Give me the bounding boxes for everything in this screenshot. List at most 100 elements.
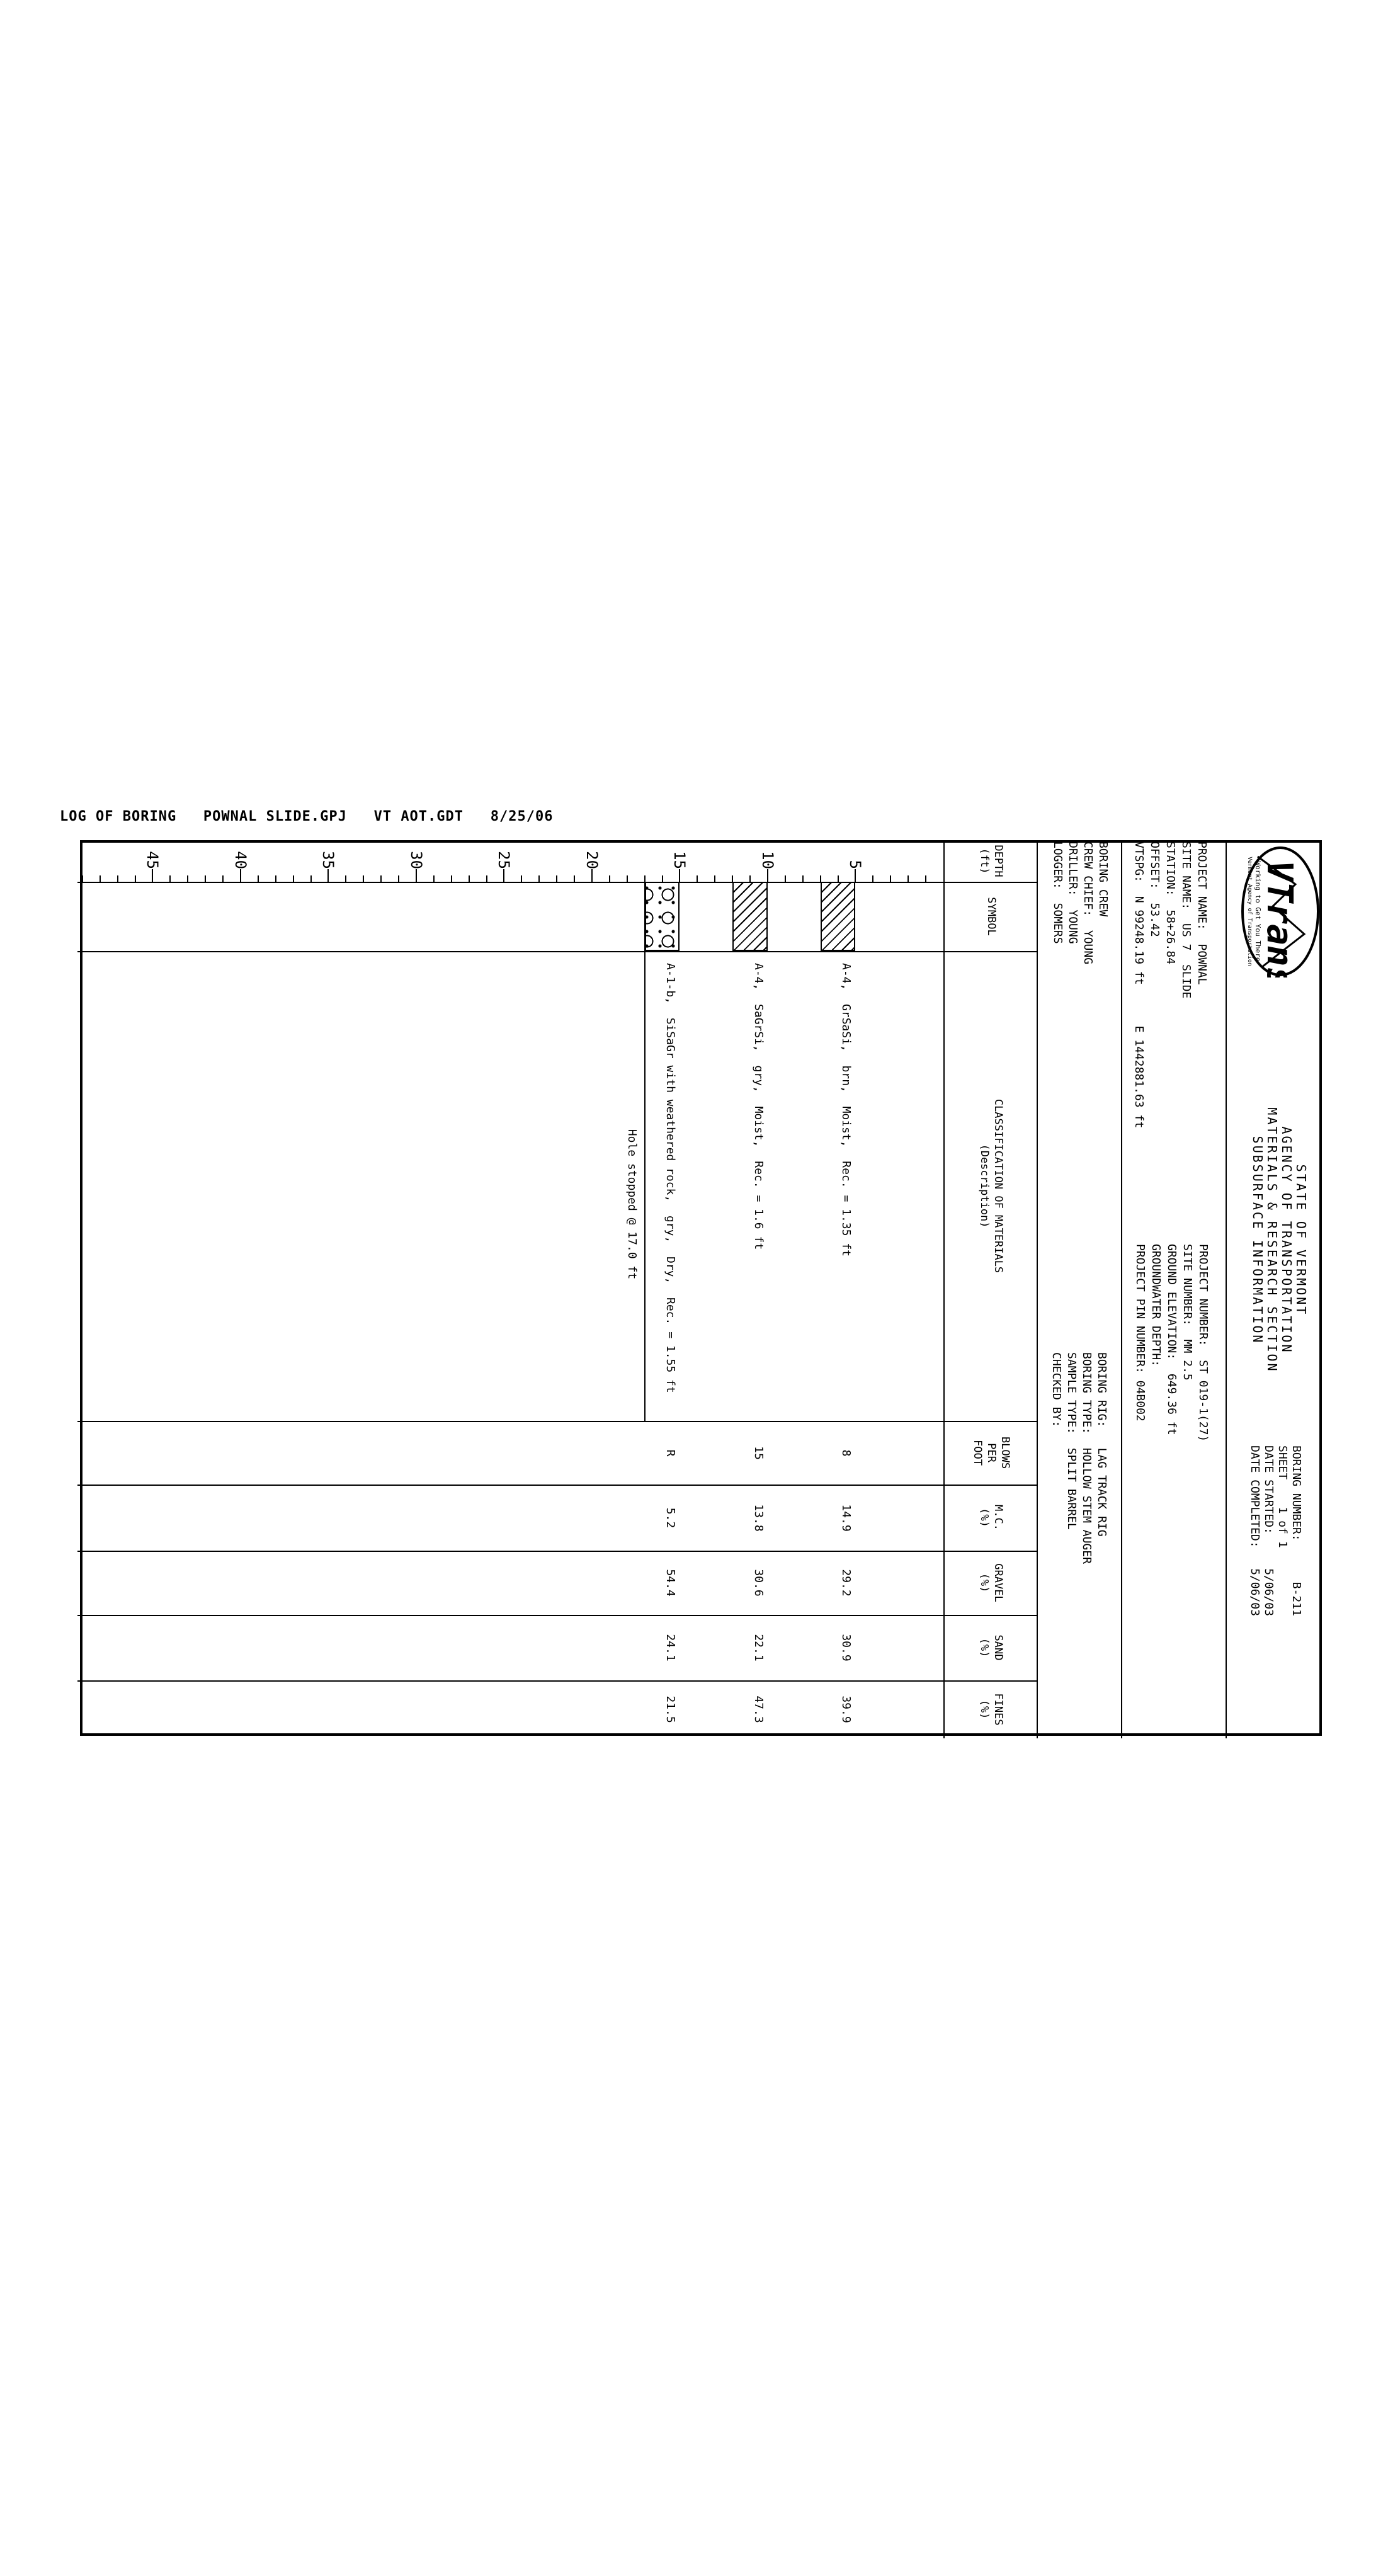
rig-line: SAMPLE TYPE: SPLIT BARREL (1065, 1352, 1078, 1530)
depth-label: 40 (232, 851, 249, 869)
value-gravel-sample-1: 29.2 (839, 1569, 853, 1597)
depth-label: 20 (583, 851, 601, 869)
depth-minor-tick (169, 875, 171, 882)
depth-minor-tick (205, 875, 206, 882)
sand-fines-divider (77, 1680, 1038, 1682)
depth-label: 30 (407, 851, 425, 869)
depth-minor-tick (310, 875, 312, 882)
depth-minor-tick (293, 875, 294, 882)
column-header-text: (ft) (978, 848, 991, 874)
depth-minor-tick (697, 875, 698, 882)
boring-log-sheet-rotated: VTrans Working to Get You There Vermont … (57, 833, 1331, 1745)
project-info-block: PROJECT NAME: POWNAL SITE NAME: US 7 SLID… (1131, 841, 1210, 1128)
value-blows-sample-3: R (664, 1449, 677, 1457)
agency-title-block: STATE OF VERMONT AGENCY OF TRANSPORTATION… (1250, 1107, 1309, 1374)
depth-minor-tick (925, 875, 926, 882)
column-header-text: CLASSIFICATION OF MATERIALS (992, 1098, 1004, 1274)
value-mc-sample-2: 13.8 (752, 1504, 765, 1532)
logo-wordmark: VTrans (1259, 860, 1300, 977)
mc-gravel-divider (77, 1551, 1038, 1552)
column-header-sand: SAND (%) (977, 1615, 1005, 1680)
depth-label: 45 (144, 851, 161, 869)
depth-minor-tick (82, 875, 83, 882)
project-info-line: OFFSET: 53.42 (1148, 841, 1161, 937)
depth-minor-tick (820, 875, 821, 882)
sample-description-1: A-4, GrSaSi, brn, Moist, Rec. = 1.35 ft (839, 963, 853, 1257)
sample-description-2: A-4, SaGrSi, gry, Moist, Rec. = 1.6 ft (752, 963, 765, 1250)
value-fines-sample-1: 39.9 (839, 1695, 853, 1723)
logo-tagline: Working to Get You There (1254, 862, 1262, 962)
depth-major-tick (416, 869, 417, 882)
depth-symbol-divider (77, 882, 1038, 883)
depth-label: 35 (319, 851, 337, 869)
column-header-text: FOOT (971, 1440, 984, 1466)
depth-label: 25 (495, 851, 513, 869)
title-divider-2 (1121, 840, 1122, 1738)
depth-minor-tick (574, 875, 575, 882)
agency-line: SUBSURFACE INFORMATION (1250, 1136, 1265, 1345)
depth-minor-tick (556, 875, 557, 882)
column-header-text: GRAVEL (992, 1563, 1004, 1602)
depth-minor-tick (117, 875, 118, 882)
depth-minor-tick (644, 875, 646, 882)
boring-crew-block: BORING CREW CREW CHIEF: YOUNG DRILLER: YOU… (1050, 841, 1110, 964)
depth-minor-tick (785, 875, 786, 882)
depth-minor-tick (907, 875, 909, 882)
crew-line: LOGGER: SOMERS (1051, 841, 1064, 944)
column-header-text: PER (985, 1443, 998, 1462)
column-header-text: (%) (978, 1508, 991, 1527)
hole-stop-line (644, 882, 646, 1421)
logo-oval (1241, 846, 1319, 976)
column-header-text: (%) (978, 1638, 991, 1658)
crew-line: CREW CHIEF: YOUNG (1081, 841, 1095, 965)
column-header-text: DEPTH (992, 845, 1004, 877)
project-number-line: GROUND ELEVATION: 649.36 ft (1165, 1244, 1178, 1435)
column-header-depth: DEPTH (ft) (977, 840, 1005, 882)
column-header-fines: FINES (%) (977, 1680, 1005, 1738)
project-number-block: PROJECT NUMBER: ST 019-1(27) SITE NUMBER:… (1132, 1244, 1211, 1442)
column-header-classification: CLASSIFICATION OF MATERIALS (Description) (977, 951, 1005, 1421)
project-number-line: SITE NUMBER: MM 2.5 (1181, 1244, 1194, 1381)
project-info-line: STATION: 58+26.84 (1164, 841, 1177, 965)
crew-line: DRILLER: YOUNG (1066, 841, 1079, 944)
value-mc-sample-3: 5.2 (664, 1507, 677, 1529)
boring-number-block: BORING NUMBER: B-211 SHEET 1 of 1 DATE STA… (1248, 1445, 1303, 1616)
column-header-text: (%) (978, 1699, 991, 1719)
project-number-line: PROJECT NUMBER: ST 019-1(27) (1197, 1244, 1210, 1442)
boring-log-sheet: VTrans Working to Get You There Vermont … (57, 833, 1331, 1745)
depth-major-tick (855, 869, 856, 882)
depth-minor-tick (714, 875, 715, 882)
depth-minor-tick (627, 875, 628, 882)
depth-major-tick (152, 869, 153, 882)
column-header-text: FINES (992, 1693, 1004, 1726)
depth-minor-tick (469, 875, 470, 882)
sample-symbol-2 (732, 882, 768, 951)
boring-number-line: BORING NUMBER: B-211 (1290, 1445, 1303, 1616)
value-gravel-sample-3: 54.4 (664, 1569, 677, 1597)
depth-minor-tick (275, 875, 276, 882)
symbol-class-divider (77, 951, 1038, 952)
logo-subline: Vermont Agency of Transportation (1246, 857, 1253, 966)
depth-minor-tick (222, 875, 224, 882)
boring-number-line: DATE COMPLETED: 5/06/03 (1248, 1445, 1261, 1616)
depth-major-tick (240, 869, 241, 882)
depth-label: 5 (846, 860, 864, 869)
column-header-blows: BLOWS PER FOOT (970, 1421, 1012, 1485)
gravel-sand-divider (77, 1615, 1038, 1616)
value-blows-sample-2: 15 (752, 1446, 765, 1460)
boring-number-line: DATE STARTED: 5/06/03 (1262, 1445, 1275, 1616)
column-header-text: (Description) (978, 1144, 991, 1228)
depth-major-tick (767, 869, 768, 882)
agency-line: MATERIALS & RESEARCH SECTION (1265, 1107, 1280, 1373)
value-blows-sample-1: 8 (839, 1449, 853, 1457)
rig-line: CHECKED BY: (1050, 1352, 1063, 1428)
depth-minor-tick (521, 875, 522, 882)
value-fines-sample-2: 47.3 (752, 1695, 765, 1723)
depth-minor-tick (345, 875, 346, 882)
hole-stop-note: Hole stopped @ 17.0 ft (625, 1129, 639, 1280)
agency-line: AGENCY OF TRANSPORTATION (1279, 1126, 1294, 1354)
column-header-text: M.C. (992, 1505, 1004, 1530)
depth-minor-tick (749, 875, 751, 882)
depth-minor-tick (872, 875, 873, 882)
depth-minor-tick (890, 875, 891, 882)
